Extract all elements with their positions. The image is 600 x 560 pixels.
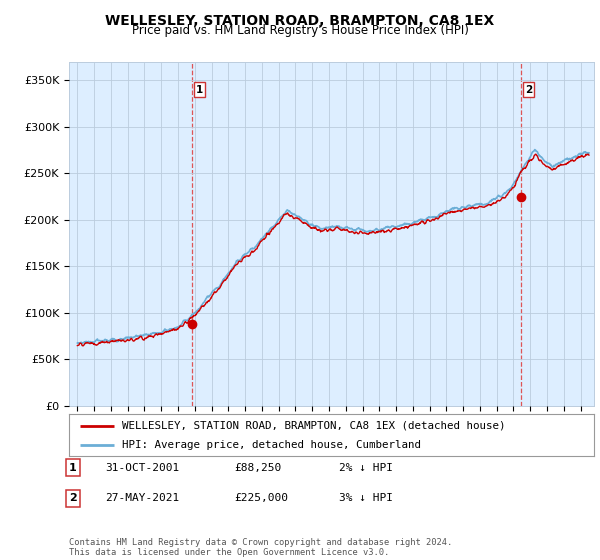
Text: 2: 2 bbox=[525, 85, 532, 95]
Text: 3% ↓ HPI: 3% ↓ HPI bbox=[339, 493, 393, 503]
Text: 27-MAY-2021: 27-MAY-2021 bbox=[105, 493, 179, 503]
Text: Contains HM Land Registry data © Crown copyright and database right 2024.
This d: Contains HM Land Registry data © Crown c… bbox=[69, 538, 452, 557]
Text: WELLESLEY, STATION ROAD, BRAMPTON, CA8 1EX: WELLESLEY, STATION ROAD, BRAMPTON, CA8 1… bbox=[106, 14, 494, 28]
Text: 1: 1 bbox=[69, 463, 77, 473]
Text: Price paid vs. HM Land Registry's House Price Index (HPI): Price paid vs. HM Land Registry's House … bbox=[131, 24, 469, 37]
Text: 1: 1 bbox=[196, 85, 203, 95]
Text: 2% ↓ HPI: 2% ↓ HPI bbox=[339, 463, 393, 473]
Text: £88,250: £88,250 bbox=[234, 463, 281, 473]
Text: 2: 2 bbox=[69, 493, 77, 503]
Text: 31-OCT-2001: 31-OCT-2001 bbox=[105, 463, 179, 473]
Text: £225,000: £225,000 bbox=[234, 493, 288, 503]
Text: WELLESLEY, STATION ROAD, BRAMPTON, CA8 1EX (detached house): WELLESLEY, STATION ROAD, BRAMPTON, CA8 1… bbox=[121, 421, 505, 431]
Text: HPI: Average price, detached house, Cumberland: HPI: Average price, detached house, Cumb… bbox=[121, 440, 421, 450]
